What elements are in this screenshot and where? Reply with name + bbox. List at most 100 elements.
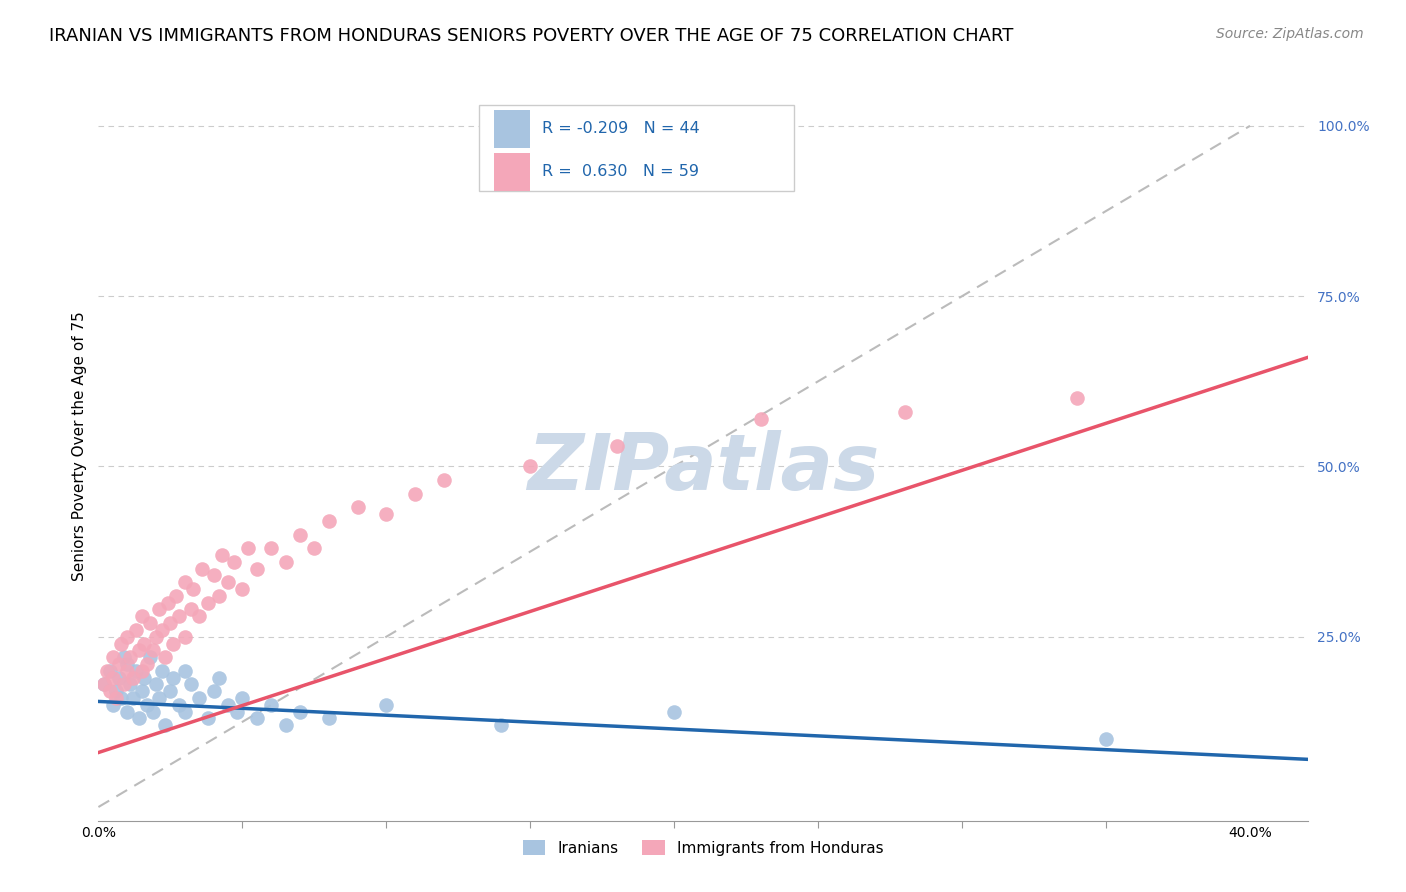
Point <box>131 664 153 678</box>
Point <box>101 671 124 685</box>
Point <box>202 568 225 582</box>
Point <box>893 405 915 419</box>
Text: R =  0.630   N = 59: R = 0.630 N = 59 <box>543 164 699 179</box>
Point <box>173 705 195 719</box>
Point <box>136 698 159 712</box>
Point <box>246 561 269 575</box>
Point <box>197 711 219 725</box>
Point <box>104 684 127 698</box>
Point <box>162 636 184 650</box>
Point <box>128 711 150 725</box>
Point <box>231 691 253 706</box>
Point <box>139 616 162 631</box>
Text: ZIPatlas: ZIPatlas <box>527 431 879 507</box>
Point <box>375 507 398 521</box>
Point <box>346 500 368 515</box>
Point <box>148 602 170 616</box>
Point <box>139 650 162 665</box>
Point <box>260 698 283 712</box>
Point <box>122 671 145 685</box>
Point <box>288 705 311 719</box>
Point <box>145 677 167 691</box>
Point <box>236 541 259 556</box>
Point <box>120 650 142 665</box>
Point <box>115 664 138 678</box>
Text: Source: ZipAtlas.com: Source: ZipAtlas.com <box>1216 27 1364 41</box>
Point <box>148 691 170 706</box>
Point <box>128 643 150 657</box>
Bar <box>494 110 530 147</box>
Point <box>260 541 283 556</box>
Point <box>202 684 225 698</box>
Point <box>225 705 247 719</box>
Point <box>1066 392 1088 406</box>
Point <box>153 718 176 732</box>
Point <box>173 575 195 590</box>
Point <box>134 671 156 685</box>
Point <box>134 636 156 650</box>
Point <box>93 677 115 691</box>
Point <box>120 677 142 691</box>
Y-axis label: Seniors Poverty Over the Age of 75: Seniors Poverty Over the Age of 75 <box>72 311 87 581</box>
Point <box>274 718 297 732</box>
Point <box>142 705 165 719</box>
Point <box>304 541 326 556</box>
Point <box>231 582 253 596</box>
Point <box>93 677 115 691</box>
Point <box>150 664 173 678</box>
Point <box>115 705 138 719</box>
Point <box>115 657 138 671</box>
Point <box>156 596 179 610</box>
Point <box>208 589 231 603</box>
Point <box>101 698 124 712</box>
Point <box>131 609 153 624</box>
Point <box>222 555 245 569</box>
Point <box>180 602 202 616</box>
Point <box>433 473 456 487</box>
Point <box>142 643 165 657</box>
Point <box>664 705 686 719</box>
Point <box>153 650 176 665</box>
Point <box>246 711 269 725</box>
Point <box>519 459 541 474</box>
Point <box>318 711 340 725</box>
Point <box>107 671 129 685</box>
Point <box>112 677 135 691</box>
Point <box>1095 731 1118 746</box>
Point <box>217 698 239 712</box>
Point <box>110 636 132 650</box>
Point <box>125 664 148 678</box>
Point <box>159 684 181 698</box>
FancyBboxPatch shape <box>479 105 793 191</box>
Point <box>404 486 426 500</box>
Point <box>167 609 190 624</box>
Point <box>318 514 340 528</box>
Point <box>145 630 167 644</box>
Point <box>183 582 205 596</box>
Point <box>288 527 311 541</box>
Point <box>162 671 184 685</box>
Point <box>191 561 214 575</box>
Point <box>98 664 121 678</box>
Point <box>173 630 195 644</box>
Point <box>136 657 159 671</box>
Legend: Iranians, Immigrants from Honduras: Iranians, Immigrants from Honduras <box>516 833 890 862</box>
Point <box>180 677 202 691</box>
Point <box>491 718 513 732</box>
Point <box>112 650 135 665</box>
Point <box>173 664 195 678</box>
Text: IRANIAN VS IMMIGRANTS FROM HONDURAS SENIORS POVERTY OVER THE AGE OF 75 CORRELATI: IRANIAN VS IMMIGRANTS FROM HONDURAS SENI… <box>49 27 1014 45</box>
Point <box>98 684 121 698</box>
Point <box>110 691 132 706</box>
Point <box>274 555 297 569</box>
Point <box>165 589 187 603</box>
Point <box>188 691 211 706</box>
Point <box>208 671 231 685</box>
Point <box>188 609 211 624</box>
Point <box>115 630 138 644</box>
Point <box>125 623 148 637</box>
Point <box>150 623 173 637</box>
Point <box>217 575 239 590</box>
Point <box>211 548 233 562</box>
Point <box>159 616 181 631</box>
